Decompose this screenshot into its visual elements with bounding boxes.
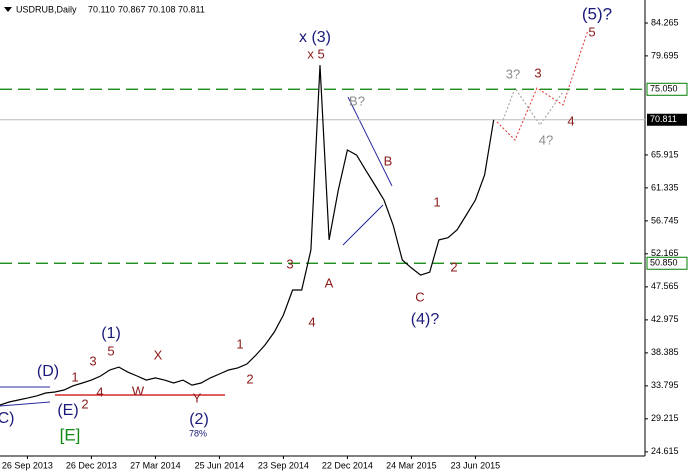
x-tick-label: 23 Jun 2015 [451,460,501,470]
wave-label: W [132,383,145,398]
wave-label: 2 [81,396,88,411]
y-tick-label: 84.265 [651,17,679,27]
x-tick-label: 26 Sep 2013 [2,460,53,470]
wave-label: 3 [286,256,293,271]
y-tick-label: 56.745 [651,215,679,225]
wave-label: (2) [189,411,209,428]
wave-label: X [154,347,163,362]
level-label: 50.850 [650,258,678,268]
wave-label: 3 [89,353,96,368]
price-label: 70.811 [650,114,677,124]
level-box [646,82,688,96]
wave-label: x 5 [307,46,324,61]
wave-label: (E) [57,402,78,419]
wave-label: 5 [107,343,114,358]
x-tick-label: 25 Jun 2014 [195,460,245,470]
y-tick-label: 47.565 [651,281,679,291]
x-tick-label: 26 Dec 2013 [66,460,117,470]
wave-label: C [415,289,424,304]
price-line-series [0,65,495,406]
y-tick-label: 29.215 [651,413,679,423]
wave-label: A [325,275,334,290]
y-tick-label: 65.915 [651,149,679,159]
wave-label: 4 [567,113,574,128]
y-tick-label: 52.165 [651,248,679,258]
wave-label: [E] [60,425,81,444]
wave-label: 4 [96,384,103,399]
y-tick-label: 79.695 [651,50,679,60]
x-tick-label: 23 Sep 2014 [258,460,309,470]
wave-label: 1 [236,336,243,351]
projection [496,29,589,141]
menu-arrow[interactable] [4,7,12,12]
wave-label: 4? [539,132,553,147]
wave-label: 1 [433,194,440,209]
x-tick-label: 22 Dec 2014 [322,460,373,470]
level-label: 75.050 [650,84,678,94]
wave-label: 78% [189,428,207,438]
wave-label: x (3) [299,29,331,46]
drawings [0,29,589,407]
y-tick-label: 42.975 [651,314,679,324]
y-tick-label: 38.385 [651,347,679,357]
wave-label: 5 [588,24,595,39]
wave-label: C) [0,410,14,427]
wave-label: B [384,153,393,168]
projection [502,86,564,126]
wave-label: (D) [37,363,59,380]
level-box [646,256,688,270]
ohlc: 70.110 [88,4,115,14]
ohlc: 70.811 [178,4,205,14]
chart-title: USDRUB,Daily [16,4,77,14]
wave-label: 2 [450,259,457,274]
trend-line [342,204,384,246]
wave-label: (1) [101,325,121,342]
ohlc: 70.108 [148,4,176,14]
wave-label: (5)? [582,4,612,23]
wave-label: 3? [506,66,520,81]
wave-label: B? [349,93,365,108]
wave-label: 3 [534,65,541,80]
wave-label: 4 [308,314,315,329]
trend-line [347,96,393,187]
price-box [647,113,687,126]
wave-label: 2 [246,371,253,386]
y-tick-label: 24.615 [651,446,679,456]
trend-line [0,401,51,407]
wave-label: (4)? [411,311,440,328]
ohlc: 70.867 [118,4,146,14]
y-tick-label: 33.795 [651,380,679,390]
y-tick-label: 61.335 [651,182,679,192]
x-tick-label: 24 Mar 2015 [386,460,437,470]
x-tick-label: 27 Mar 2014 [130,460,181,470]
wave-label: 1 [71,369,78,384]
wave-label: Y [193,390,202,405]
